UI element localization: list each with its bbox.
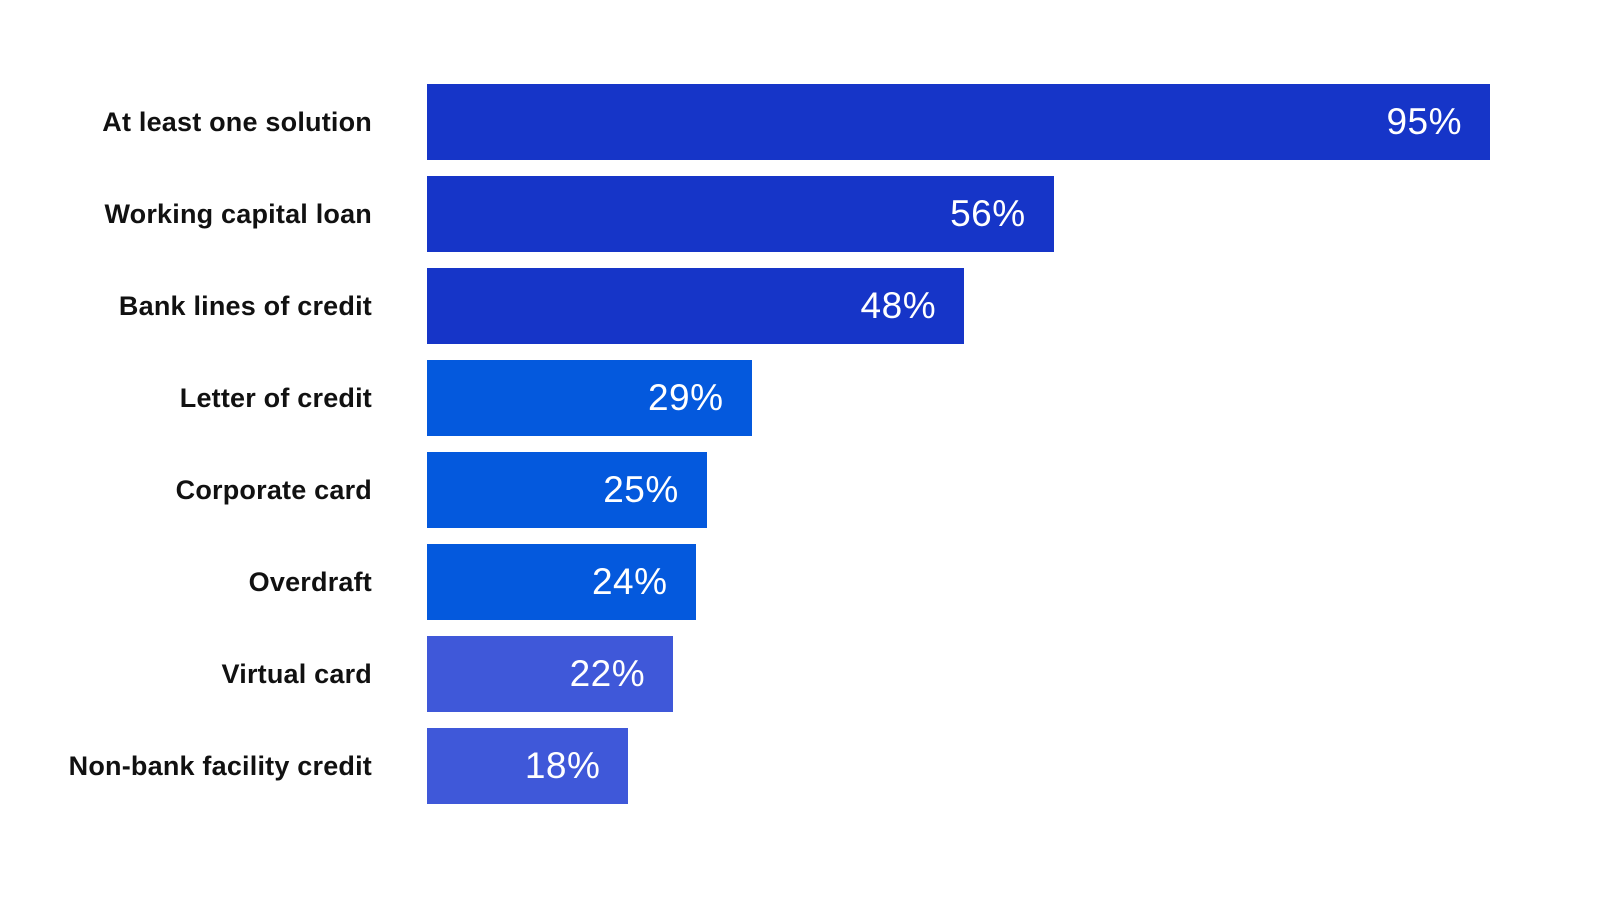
value-label: 24% — [591, 561, 668, 602]
chart-row: Working capital loan 56% — [0, 176, 1600, 252]
bar: 22% — [427, 636, 674, 712]
value-label: 29% — [647, 377, 724, 418]
bar-chart: At least one solution 95% Working capita… — [0, 84, 1600, 804]
value-label: 95% — [1386, 101, 1463, 142]
bar: 95% — [427, 84, 1491, 160]
category-label: Non-bank facility credit — [68, 750, 372, 781]
chart-row: Corporate card 25% — [0, 452, 1600, 528]
chart-row: Non-bank facility credit 18% — [0, 728, 1600, 804]
value-label: 25% — [603, 469, 679, 510]
bar-track: 95% — [427, 84, 1546, 160]
bar: 18% — [427, 728, 629, 804]
bar: 48% — [427, 268, 965, 344]
value-label: 18% — [524, 745, 601, 786]
value-label: 48% — [860, 285, 937, 326]
category-label: At least one solution — [102, 106, 372, 137]
value-label: 56% — [950, 193, 1026, 234]
value-label: 22% — [569, 653, 646, 694]
chart-row: At least one solution 95% — [0, 84, 1600, 160]
chart-row: Virtual card 22% — [0, 636, 1600, 712]
bar: 24% — [427, 544, 696, 620]
bar: 25% — [427, 452, 707, 528]
chart-row: Letter of credit 29% — [0, 360, 1600, 436]
bar-track: 56% — [427, 176, 1546, 252]
category-label: Working capital loan — [104, 198, 372, 229]
category-label: Letter of credit — [179, 382, 372, 413]
category-label: Corporate card — [175, 474, 372, 505]
bar-track: 18% — [427, 728, 1546, 804]
bar-track: 25% — [427, 452, 1546, 528]
bar: 29% — [427, 360, 752, 436]
chart-row: Bank lines of credit 48% — [0, 268, 1600, 344]
chart-row: Overdraft 24% — [0, 544, 1600, 620]
bar-track: 48% — [427, 268, 1546, 344]
category-label: Bank lines of credit — [118, 290, 372, 321]
bar: 56% — [427, 176, 1054, 252]
bar-track: 24% — [427, 544, 1546, 620]
category-label: Overdraft — [248, 566, 372, 597]
bar-track: 22% — [427, 636, 1546, 712]
bar-track: 29% — [427, 360, 1546, 436]
category-label: Virtual card — [221, 658, 372, 689]
